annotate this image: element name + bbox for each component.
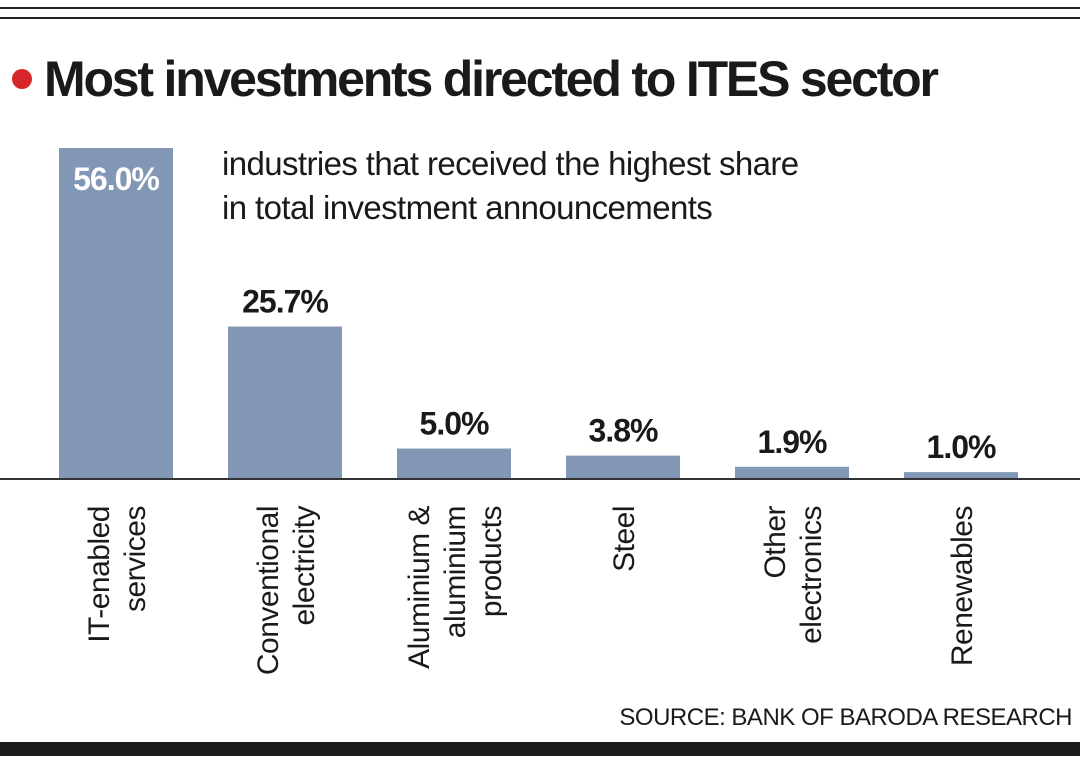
chart-title: Most investments directed to ITES sector (12, 44, 939, 114)
bar-5 (735, 466, 849, 478)
category-label-6-line-1: Renewables (946, 506, 979, 666)
data-label-3: 5.0% (420, 406, 489, 442)
data-label-6: 1.0% (927, 429, 996, 465)
data-label-2: 25.7% (242, 284, 328, 320)
category-label-5-line-1: Other (759, 505, 792, 578)
source-note: SOURCE: BANK OF BARODA RESEARCH (619, 704, 1072, 731)
subtitle-line-1: industries that received the highest sha… (222, 145, 799, 182)
category-label-5-line-2: electronics (795, 506, 828, 644)
chart-title-text: Most investments directed to ITES sector (44, 51, 939, 107)
bar-1 (59, 148, 173, 478)
subtitle-line-2: in total investment announcements (222, 189, 713, 226)
bar-4 (566, 455, 680, 478)
bullet-dot-icon (12, 69, 32, 89)
category-label-2-line-1: Conventional (252, 506, 285, 675)
category-label-3-line-3: products (475, 506, 508, 617)
bar-chart: 56.0% IT-enabled services 25.7% Conventional… (0, 148, 1080, 675)
category-label-3-line-1: Aluminium & (403, 506, 436, 669)
chart-subtitle: industries that received the highest sha… (222, 142, 799, 230)
data-label-1: 56.0% (73, 161, 159, 197)
category-label-2-line-2: electricity (288, 506, 321, 626)
category-label-3-line-2: aluminium (439, 506, 472, 638)
bottom-rule (0, 742, 1080, 756)
category-label-1-line-2: services (119, 506, 152, 612)
bar-3 (397, 448, 511, 478)
category-label-1-line-1: IT-enabled (83, 506, 116, 643)
bar-6 (904, 472, 1018, 478)
category-label-4-line-1: Steel (608, 506, 641, 572)
data-label-4: 3.8% (589, 413, 658, 449)
top-rule (0, 7, 1080, 9)
data-label-5: 1.9% (758, 424, 827, 460)
bar-2 (228, 326, 342, 478)
top-rule-secondary (0, 17, 1080, 19)
